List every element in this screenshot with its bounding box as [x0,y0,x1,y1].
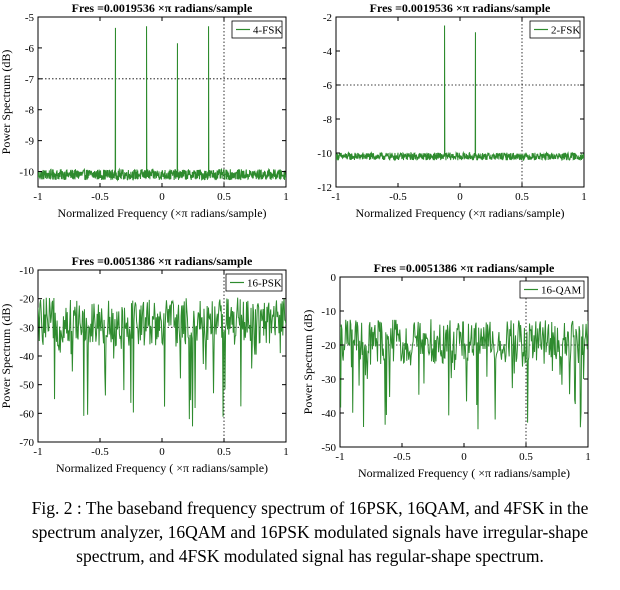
x-tick-label: -1 [33,446,42,458]
series-line-2-FSK [336,25,584,162]
x-tick-label: 1 [283,191,289,203]
x-tick-label: 0 [159,446,165,458]
plot-frame [37,16,287,188]
y-tick-label: -10 [321,306,336,318]
y-axis-label: Power Spectrum (dB) [301,310,315,415]
x-tick-label: 0 [159,191,165,203]
y-tick-label: -40 [19,351,34,363]
legend-box [519,280,585,299]
chart-title: Fres =0.0051386 ×π radians/sample [374,261,555,275]
figure-caption: Fig. 2 : The baseband frequency spectrum… [31,498,589,566]
chart-panel-3: -1 -0.5 0 0.5 1 -70 -60 -50 -40 -30 -20 -10 Fres =0.… [0,254,289,475]
chart-panel-2: -1 -0.5 0 0.5 1 -12 -10 -8 -6 -4 -2 Fres =0.0019536… [317,1,586,220]
x-tick-label: -1 [33,191,42,203]
legend-label: 4-FSK [253,25,282,37]
y-tick-label: -30 [19,322,34,334]
y-axis-label: Power Spectrum (dB) [0,50,13,155]
x-axis-label: Normalized Frequency ( ×π radians/sample… [358,466,570,480]
y-tick-label: -10 [317,148,332,160]
y-tick-label: -50 [321,442,336,454]
y-tick-label: -10 [19,265,34,277]
x-tick-label: -0.5 [393,451,411,463]
x-axis-label: Normalized Frequency (×π radians/sample) [57,206,266,220]
legend-box [225,273,283,292]
series-line-16-PSK [38,297,286,427]
y-tick-label: -60 [19,408,34,420]
y-tick-label: -5 [25,12,35,24]
y-tick-label: -8 [25,105,35,117]
plot-frame [339,276,589,448]
chart-panel-1: -1 -0.5 0 0.5 1 -10 -9 -8 -7 -6 -5 Fres =0.0019536 … [0,1,289,220]
y-tick-label: -30 [321,374,336,386]
x-tick-label: 1 [581,191,587,203]
chart-title: Fres =0.0019536 ×π radians/sample [72,1,253,15]
x-tick-label: 0.5 [217,446,231,458]
y-tick-label: -40 [321,408,336,420]
y-tick-label: -9 [25,136,35,148]
chart-panel-4: -1 -0.5 0 0.5 1 -50 -40 -30 -20 -10 0 Fres =0.00513… [301,261,591,480]
y-tick-label: -4 [323,46,333,58]
y-axis-label: Power Spectrum (dB) [0,304,13,409]
x-axis-label: Normalized Frequency ( ×π radians/sample… [56,461,268,475]
x-tick-label: -0.5 [91,446,109,458]
y-tick-label: -20 [321,340,336,352]
legend-box [231,20,283,39]
chart-title: Fres =0.0051386 ×π radians/sample [72,254,253,268]
x-tick-label: 0.5 [519,451,533,463]
plot-frame [335,16,585,188]
x-tick-label: 0 [457,191,463,203]
plot-frame [37,269,287,443]
x-tick-label: 0.5 [515,191,529,203]
legend: 2-FSK [529,20,581,39]
y-tick-label: -6 [25,43,35,55]
y-tick-label: -2 [323,12,332,24]
x-axis-label: Normalized Frequency (×π radians/sample) [355,206,564,220]
legend: 16-PSK [225,273,283,292]
legend-label: 16-QAM [541,285,582,297]
legend-label: 16-PSK [247,278,282,290]
x-tick-label: 0.5 [217,191,231,203]
series-line-16-QAM [340,319,588,430]
legend: 16-QAM [519,280,585,299]
chart-title: Fres =0.0019536 ×π radians/sample [370,1,551,15]
x-tick-label: -0.5 [91,191,109,203]
y-tick-label: -20 [19,294,34,306]
y-tick-label: -50 [19,380,34,392]
legend: 4-FSK [231,20,283,39]
x-tick-label: -1 [335,451,344,463]
y-tick-label: -6 [323,80,333,92]
x-tick-label: 1 [585,451,591,463]
x-tick-label: 0 [461,451,467,463]
y-tick-label: -8 [323,114,333,126]
legend-box [529,20,581,39]
x-tick-label: -0.5 [389,191,407,203]
x-tick-label: 1 [283,446,289,458]
y-tick-label: -7 [25,74,35,86]
y-tick-label: -70 [19,437,34,449]
y-tick-label: -12 [317,182,332,194]
series-line-4-FSK [38,26,286,182]
legend-label: 2-FSK [551,25,580,37]
x-tick-label: -1 [331,191,340,203]
y-tick-label: -10 [19,167,34,179]
y-tick-label: 0 [331,272,337,284]
